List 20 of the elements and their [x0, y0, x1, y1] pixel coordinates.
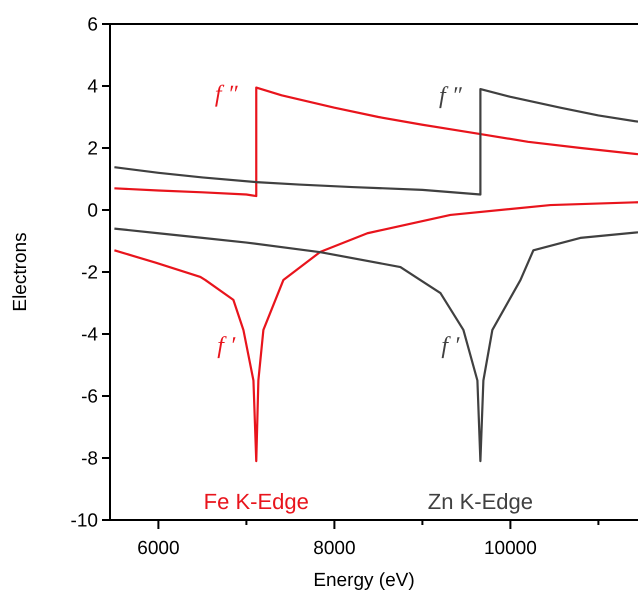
- y-tick-label: -4: [81, 324, 98, 346]
- y-tick-label: -8: [81, 448, 98, 470]
- y-tick-label: 4: [87, 76, 98, 98]
- y-tick-label: -10: [70, 510, 98, 532]
- series-label: Zn K-Edge: [428, 489, 533, 514]
- y-tick-label: -2: [81, 262, 98, 284]
- series-label: Fe K-Edge: [204, 489, 309, 514]
- x-axis-title: Energy (eV): [313, 570, 415, 591]
- y-tick-label: 0: [87, 200, 98, 222]
- x-tick-label: 6000: [137, 538, 180, 559]
- y-tick-label: 6: [87, 14, 98, 36]
- y-tick-label: 2: [87, 138, 98, 160]
- annotation: f ″: [214, 82, 239, 108]
- annotation: f ′: [217, 333, 236, 360]
- y-tick-label: -6: [81, 386, 98, 408]
- x-tick-label: 10000: [484, 538, 537, 559]
- annotation: f ″: [439, 83, 463, 110]
- x-tick-label: 8000: [313, 538, 356, 559]
- y-axis-title: Electrons: [10, 232, 31, 312]
- annotation: f ′: [441, 333, 460, 360]
